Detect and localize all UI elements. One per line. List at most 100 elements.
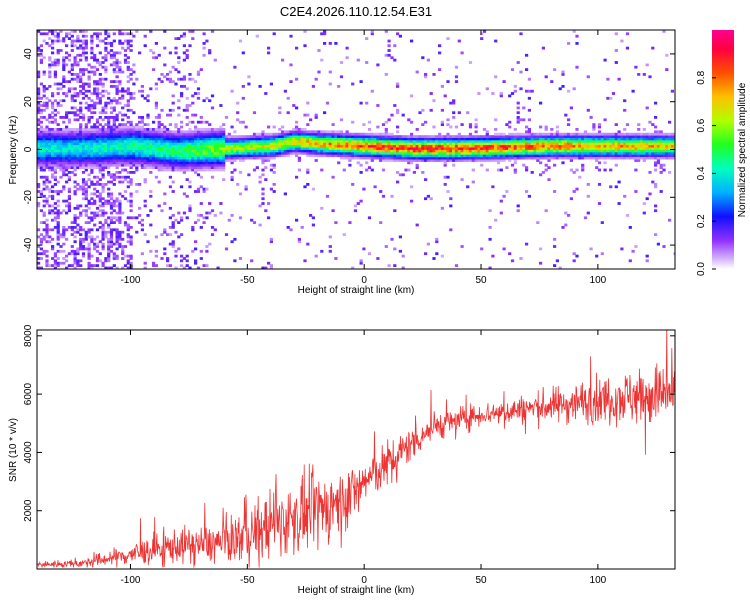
spectrogram-cell xyxy=(135,149,139,153)
spectrogram-cell xyxy=(104,104,108,107)
spectrogram-cell xyxy=(544,209,548,213)
spectrogram-cell xyxy=(149,171,153,174)
spectrogram-cell xyxy=(67,144,71,148)
spectrogram-cell xyxy=(241,151,245,155)
spectrogram-cell xyxy=(109,192,114,196)
spectrogram-cell xyxy=(112,264,116,267)
spectrogram-cell xyxy=(56,63,60,67)
spectrogram-cell xyxy=(289,228,293,232)
spectrogram-cell xyxy=(404,168,408,172)
spectrogram-cell xyxy=(140,218,144,222)
spectrogram-cell xyxy=(56,211,60,215)
spectrogram-cell xyxy=(583,130,588,134)
spectrogram-cell xyxy=(65,139,69,143)
spectrogram-cell xyxy=(564,149,568,153)
spectrogram-cell xyxy=(339,132,344,136)
spectrogram-cell xyxy=(356,137,360,141)
spectrogram-cell xyxy=(138,116,142,119)
spectrogram-cell xyxy=(163,202,167,205)
spectrogram-cell xyxy=(126,144,130,148)
spectrogram-cell xyxy=(98,226,102,229)
spectrogram-cell xyxy=(278,149,282,153)
spectrogram-cell xyxy=(628,226,632,229)
spectrogram-cell xyxy=(199,161,203,165)
spectrogram-cell xyxy=(191,168,195,172)
spectrogram-cell xyxy=(143,139,147,143)
spectrogram-cell xyxy=(572,147,576,150)
spectrogram-cell xyxy=(309,118,313,122)
spectrogram-cell xyxy=(337,147,341,150)
spectrogram-cell xyxy=(115,240,119,244)
spectrogram-cell xyxy=(446,132,450,136)
spectrogram-cell xyxy=(429,137,433,141)
spectrogram-cell xyxy=(384,159,388,162)
spectrogram-cell xyxy=(508,132,512,136)
spectrogram-cell xyxy=(79,226,83,229)
spectrogram-cell xyxy=(37,245,41,248)
spectrogram-cell xyxy=(267,147,271,150)
spectrogram-cell xyxy=(84,106,88,110)
spectrogram-cell xyxy=(370,137,374,141)
spectrogram-cell xyxy=(51,135,55,138)
spectrogram-cell xyxy=(452,163,456,167)
spectrogram-cell xyxy=(37,123,41,126)
spectrogram-cell xyxy=(314,113,318,117)
spectrogram-cell xyxy=(359,137,363,141)
spectrogram-cell xyxy=(550,147,554,150)
spectrogram-cell xyxy=(412,159,416,162)
spectrogram-cell xyxy=(107,147,111,150)
spectrogram-cell xyxy=(101,65,105,69)
spectrogram-cell xyxy=(90,144,94,148)
spectrogram-cell xyxy=(87,261,91,265)
spectrogram-cell xyxy=(112,183,116,186)
spectrogram-cell xyxy=(62,166,66,169)
spectrogram-cell xyxy=(146,156,150,160)
spectrogram-cell xyxy=(440,142,444,146)
spectrogram-cell xyxy=(39,266,43,269)
spectrogram-cell xyxy=(48,156,52,160)
spectrogram-cell xyxy=(323,142,327,146)
spectrogram-cell xyxy=(98,161,102,165)
spectrogram-cell xyxy=(384,147,388,150)
spectrogram-cell xyxy=(536,221,540,224)
spectrogram-cell xyxy=(272,156,276,160)
spectrogram-cell xyxy=(107,142,111,146)
spectrogram-cell xyxy=(98,130,102,134)
spectrogram-cell xyxy=(65,144,69,148)
spectrogram-cell xyxy=(261,154,265,158)
spectrogram-cell xyxy=(651,132,655,136)
spectrogram-cell xyxy=(390,237,394,241)
spectrogram-cell xyxy=(250,144,254,148)
spectrogram-cell xyxy=(166,166,170,169)
spectrogram-cell xyxy=(53,254,57,258)
spectrogram-cell xyxy=(286,144,290,148)
spectrogram-cell xyxy=(488,209,492,213)
spectrogram-cell xyxy=(536,135,540,138)
spectrogram-cell xyxy=(154,154,158,158)
spectrogram-cell xyxy=(205,159,209,162)
spectrogram-cell xyxy=(600,147,604,150)
spectrogram-cell xyxy=(597,202,602,205)
spectrogram-cell xyxy=(152,154,156,158)
spectrogram-cell xyxy=(42,139,46,143)
spectrogram-cell xyxy=(603,151,607,155)
spectrogram-cell xyxy=(109,128,114,131)
spectrogram-cell xyxy=(516,132,520,136)
spectrogram-cell xyxy=(191,154,195,158)
spectrogram-cell xyxy=(359,171,363,174)
spectrogram-cell xyxy=(426,151,430,155)
spectrogram-cell xyxy=(126,39,130,43)
spectrogram-cell xyxy=(45,254,49,258)
spectrogram-cell xyxy=(93,175,97,179)
spectrogram-cell xyxy=(297,240,301,244)
spectrogram-cell xyxy=(109,180,114,184)
spectrogram-cell xyxy=(48,65,52,69)
spectrogram-cell xyxy=(457,156,461,160)
spectrogram-cell xyxy=(435,139,439,143)
spectrogram-cell xyxy=(611,92,616,95)
spectrogram-cell xyxy=(87,178,91,181)
spectrogram-cells xyxy=(37,30,675,269)
spectrogram-cell xyxy=(275,132,279,136)
spectrogram-cell xyxy=(81,149,86,153)
spectrogram-cell xyxy=(70,226,74,229)
